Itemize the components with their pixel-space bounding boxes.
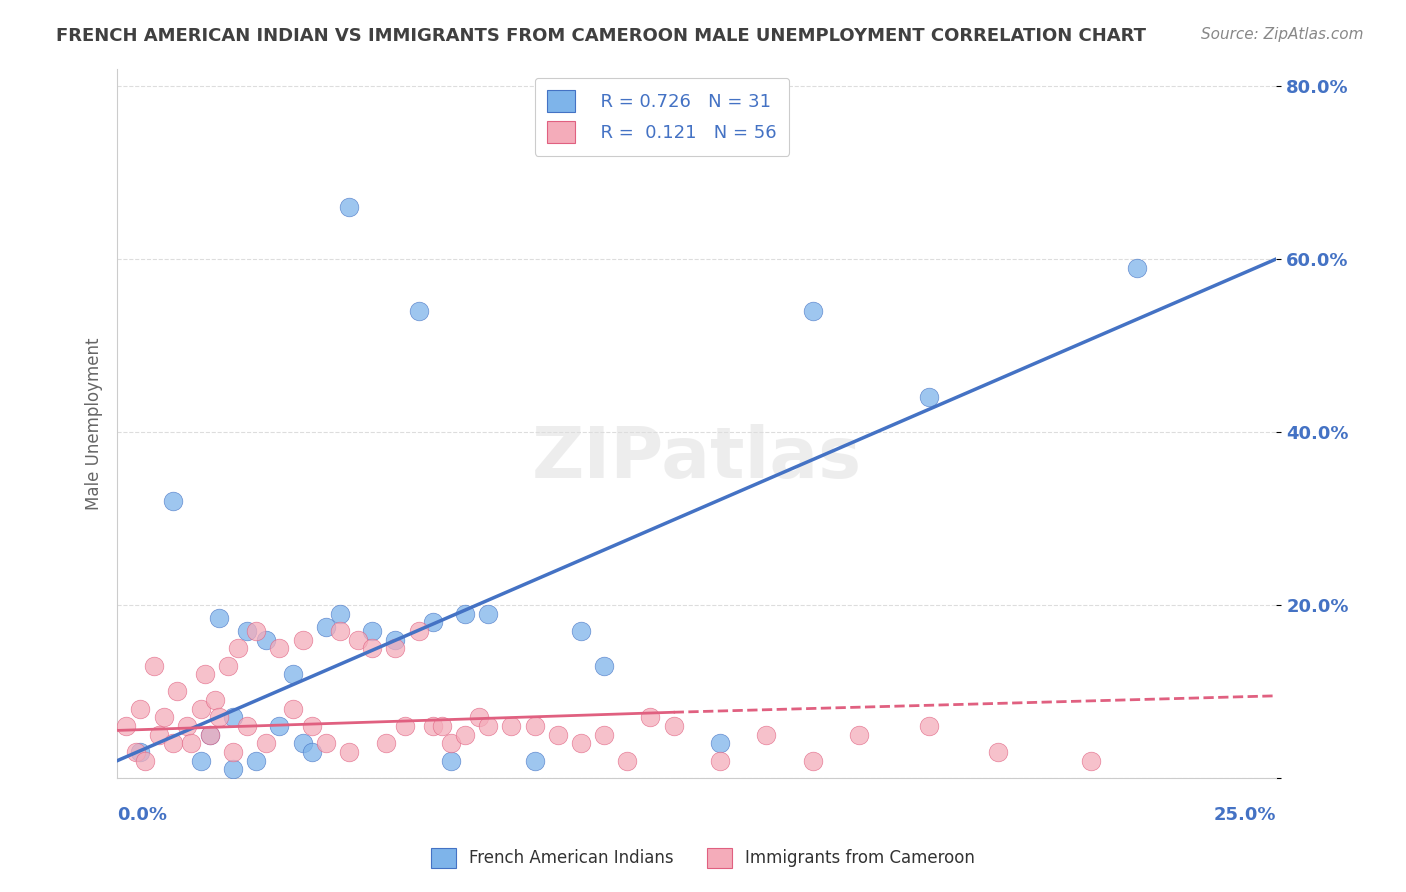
Point <box>198 728 221 742</box>
Point <box>134 754 156 768</box>
Point <box>347 632 370 647</box>
Point <box>291 632 314 647</box>
Point <box>709 754 731 768</box>
Point <box>616 754 638 768</box>
Point <box>245 624 267 638</box>
Text: 25.0%: 25.0% <box>1213 806 1277 824</box>
Point <box>454 728 477 742</box>
Point <box>709 736 731 750</box>
Point <box>801 303 824 318</box>
Point <box>283 667 305 681</box>
Point <box>408 303 430 318</box>
Point <box>315 736 337 750</box>
Legend: French American Indians, Immigrants from Cameroon: French American Indians, Immigrants from… <box>425 841 981 875</box>
Point <box>208 710 231 724</box>
Point <box>218 658 240 673</box>
Point <box>190 754 212 768</box>
Point <box>125 745 148 759</box>
Text: Source: ZipAtlas.com: Source: ZipAtlas.com <box>1201 27 1364 42</box>
Point <box>254 632 277 647</box>
Point <box>337 745 360 759</box>
Point <box>254 736 277 750</box>
Point <box>569 624 592 638</box>
Point <box>245 754 267 768</box>
Point <box>226 641 249 656</box>
Point <box>361 624 384 638</box>
Legend:   R = 0.726   N = 31,   R =  0.121   N = 56: R = 0.726 N = 31, R = 0.121 N = 56 <box>534 78 789 156</box>
Point <box>236 624 259 638</box>
Point <box>547 728 569 742</box>
Point <box>148 728 170 742</box>
Point <box>384 632 406 647</box>
Point <box>166 684 188 698</box>
Point <box>918 719 941 733</box>
Point <box>640 710 662 724</box>
Point <box>176 719 198 733</box>
Point <box>222 745 245 759</box>
Point <box>190 702 212 716</box>
Text: 0.0%: 0.0% <box>117 806 167 824</box>
Point <box>1080 754 1102 768</box>
Point <box>593 728 616 742</box>
Point <box>430 719 453 733</box>
Point <box>468 710 491 724</box>
Text: FRENCH AMERICAN INDIAN VS IMMIGRANTS FROM CAMEROON MALE UNEMPLOYMENT CORRELATION: FRENCH AMERICAN INDIAN VS IMMIGRANTS FRO… <box>56 27 1146 45</box>
Point <box>337 200 360 214</box>
Point <box>569 736 592 750</box>
Point <box>329 607 352 621</box>
Point <box>194 667 217 681</box>
Point <box>422 719 444 733</box>
Point <box>523 719 546 733</box>
Point <box>129 702 152 716</box>
Point <box>440 754 463 768</box>
Point <box>477 607 499 621</box>
Point <box>291 736 314 750</box>
Point <box>1126 260 1149 275</box>
Point <box>129 745 152 759</box>
Point <box>501 719 523 733</box>
Point <box>198 728 221 742</box>
Point <box>477 719 499 733</box>
Point <box>422 615 444 630</box>
Point <box>204 693 226 707</box>
Point <box>269 641 291 656</box>
Point <box>115 719 138 733</box>
Point <box>523 754 546 768</box>
Point <box>454 607 477 621</box>
Point <box>755 728 778 742</box>
Point <box>222 763 245 777</box>
Point <box>236 719 259 733</box>
Y-axis label: Male Unemployment: Male Unemployment <box>86 337 103 509</box>
Point <box>162 494 184 508</box>
Point <box>375 736 398 750</box>
Point <box>162 736 184 750</box>
Point <box>283 702 305 716</box>
Point <box>384 641 406 656</box>
Point <box>987 745 1010 759</box>
Point <box>301 745 323 759</box>
Point <box>329 624 352 638</box>
Point <box>180 736 202 750</box>
Point <box>394 719 416 733</box>
Point <box>662 719 685 733</box>
Point <box>152 710 174 724</box>
Point <box>593 658 616 673</box>
Point <box>440 736 463 750</box>
Text: ZIPatlas: ZIPatlas <box>531 425 862 493</box>
Point <box>361 641 384 656</box>
Point <box>208 611 231 625</box>
Point <box>408 624 430 638</box>
Point <box>143 658 166 673</box>
Point <box>301 719 323 733</box>
Point <box>315 619 337 633</box>
Point <box>918 390 941 404</box>
Point <box>801 754 824 768</box>
Point <box>222 710 245 724</box>
Point <box>269 719 291 733</box>
Point <box>848 728 870 742</box>
